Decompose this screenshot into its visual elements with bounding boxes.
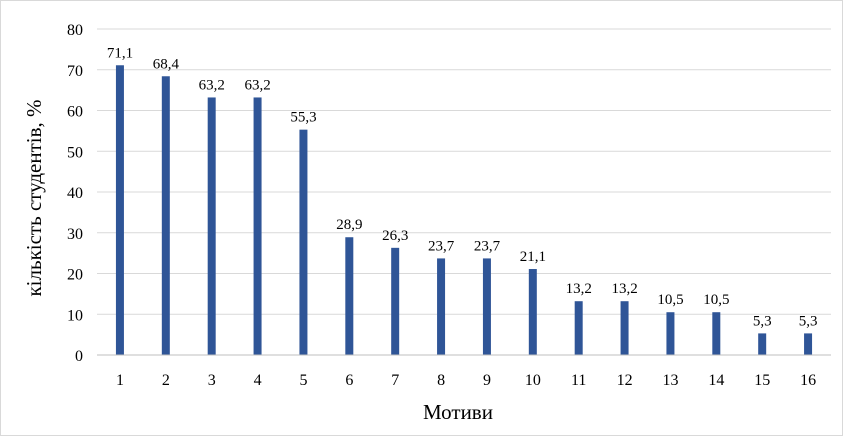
y-tick-label: 80	[67, 22, 83, 39]
bar	[804, 333, 813, 355]
bar	[620, 301, 629, 355]
data-label: 13,2	[611, 281, 637, 297]
data-label: 10,5	[657, 292, 683, 308]
y-tick-label: 10	[67, 307, 83, 324]
y-tick-label: 30	[67, 226, 83, 243]
x-tick-label: 6	[345, 372, 353, 389]
x-tick-label: 9	[483, 372, 491, 389]
x-tick-label: 4	[254, 372, 262, 389]
bar	[115, 65, 124, 355]
x-tick-label: 5	[299, 372, 307, 389]
bar	[161, 76, 170, 356]
bar	[528, 269, 537, 355]
bar	[299, 129, 308, 355]
data-label: 71,1	[107, 45, 133, 61]
y-axis-title: кількість студентів, %	[22, 99, 46, 296]
bar	[207, 97, 216, 356]
x-tick-label: 15	[754, 372, 770, 389]
x-tick-label: 1	[116, 372, 124, 389]
data-label: 21,1	[520, 249, 546, 265]
x-tick-label: 8	[437, 372, 445, 389]
x-tick-label: 12	[617, 372, 633, 389]
data-label: 23,7	[474, 238, 501, 254]
data-label: 68,4	[153, 56, 180, 72]
bar	[253, 97, 262, 356]
y-tick-label: 40	[67, 185, 83, 202]
x-tick-label: 11	[571, 372, 586, 389]
bar	[482, 258, 491, 355]
x-tick-label: 7	[391, 372, 399, 389]
x-axis-title: Мотиви	[423, 400, 493, 424]
bar	[391, 247, 400, 355]
data-label: 5,3	[753, 313, 772, 329]
x-tick-label: 10	[525, 372, 541, 389]
data-label: 63,2	[244, 77, 270, 93]
bar	[437, 258, 446, 355]
bar	[758, 333, 767, 355]
data-labels: 71,1 68,4 63,2 63,2 55,3 28,9 26,3 23,7 23,7 21,1…	[107, 45, 818, 329]
y-tick-label: 70	[67, 63, 83, 80]
bar	[666, 312, 675, 355]
data-label: 5,3	[799, 313, 818, 329]
data-label: 26,3	[382, 228, 408, 244]
gridlines	[97, 28, 831, 315]
data-label: 63,2	[199, 77, 225, 93]
bar	[574, 301, 583, 355]
x-tick-label: 13	[662, 372, 678, 389]
y-tick-label: 60	[67, 104, 83, 121]
bar	[712, 312, 721, 355]
y-tick-label: 20	[67, 267, 83, 284]
bars	[115, 65, 813, 356]
x-tick-label: 2	[162, 372, 170, 389]
data-label: 55,3	[290, 110, 316, 126]
x-tick-label: 16	[800, 372, 816, 389]
x-axis-ticks: 1 2 3 4 5 6 7 8 9 10 11 12 13 14 15 16	[116, 372, 816, 389]
data-label: 23,7	[428, 238, 455, 254]
y-axis-ticks: 0 10 20 30 40 50 60 70 80	[67, 22, 83, 365]
x-tick-label: 14	[708, 372, 724, 389]
bar	[345, 237, 354, 355]
y-tick-label: 0	[75, 348, 83, 365]
y-tick-label: 50	[67, 144, 83, 161]
data-label: 28,9	[336, 217, 362, 233]
data-label: 13,2	[566, 281, 592, 297]
x-tick-label: 3	[208, 372, 216, 389]
data-label: 10,5	[703, 292, 729, 308]
